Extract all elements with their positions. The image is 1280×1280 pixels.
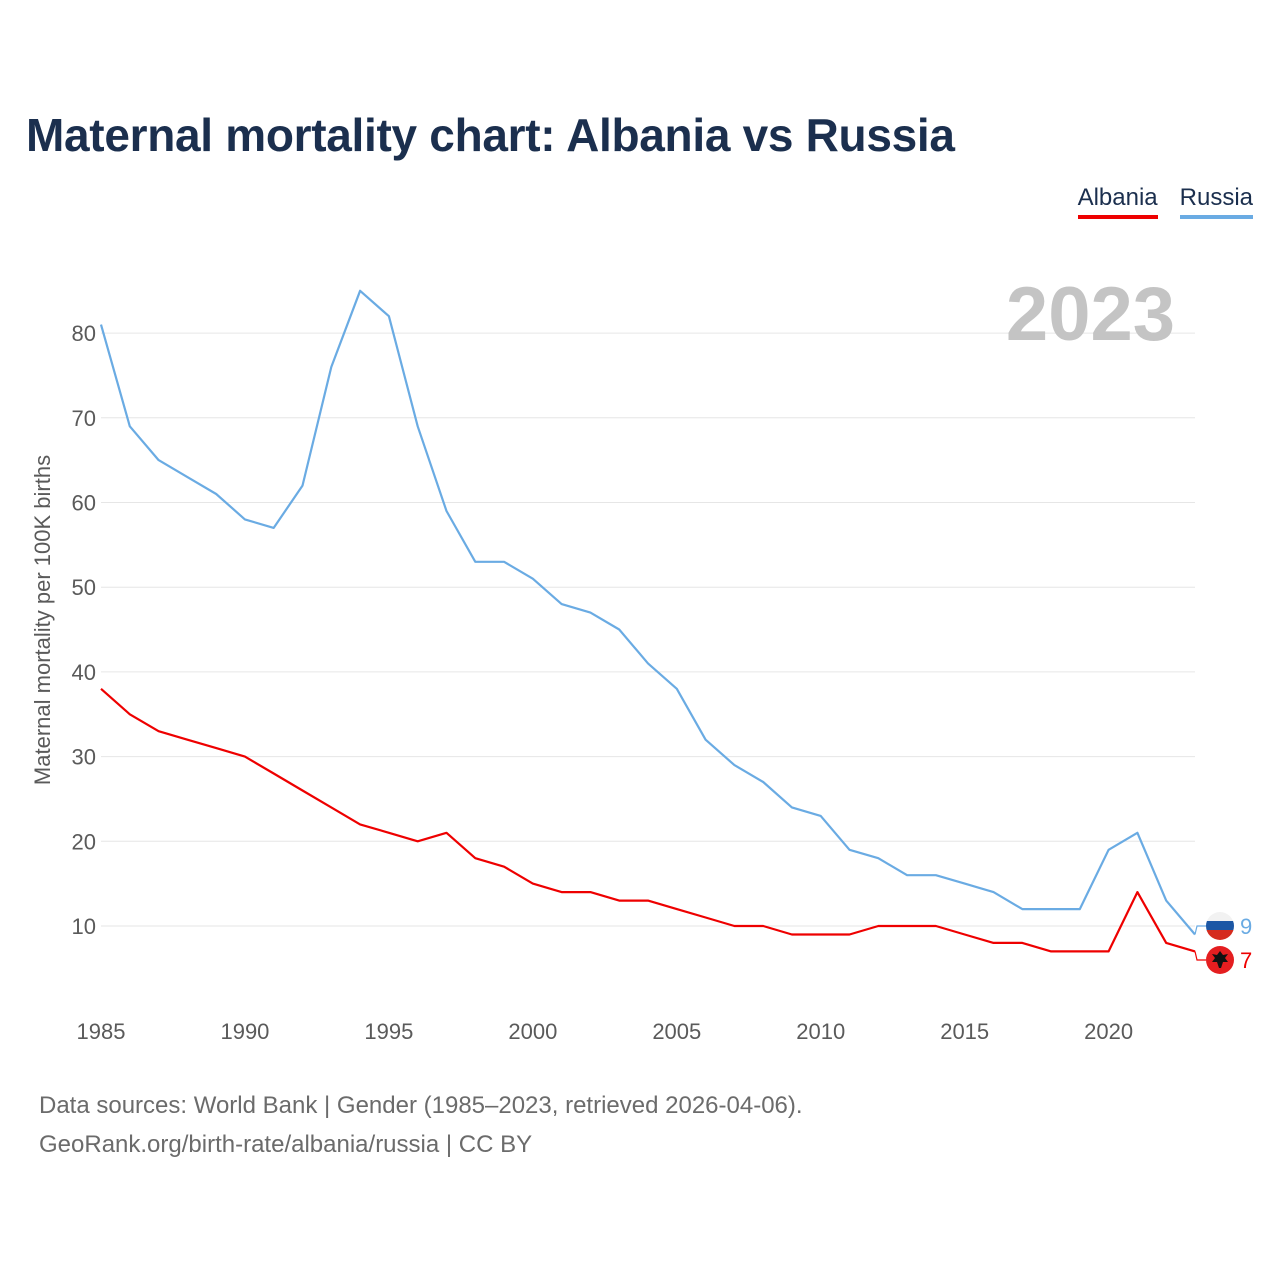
albania-flag-icon [1206, 946, 1234, 974]
end-labels: 79 [1194, 914, 1252, 973]
y-tick-label: 70 [72, 406, 96, 431]
gridlines [101, 332, 1195, 927]
x-tick-label: 2010 [796, 1019, 845, 1044]
footer: Data sources: World Bank | Gender (1985–… [39, 1086, 803, 1164]
russia-flag-icon [1206, 912, 1234, 940]
y-tick-label: 60 [72, 491, 96, 516]
series-lines [99, 289, 1196, 953]
y-axis-label: Maternal mortality per 100K births [30, 455, 55, 785]
series-line-russia [99, 289, 1196, 936]
end-label-albania: 7 [1240, 948, 1252, 973]
legend-item-albania[interactable]: Albania [1077, 184, 1158, 219]
x-tick-label: 1990 [220, 1019, 269, 1044]
year-watermark: 2023 [1006, 272, 1175, 357]
end-leader-albania [1194, 951, 1206, 961]
y-tick-label: 50 [72, 575, 96, 600]
y-tick-label: 20 [72, 829, 96, 854]
x-tick-label: 1995 [364, 1019, 413, 1044]
chart-title: Maternal mortality chart: Albania vs Rus… [26, 109, 955, 161]
legend-item-russia[interactable]: Russia [1179, 184, 1253, 219]
x-axis-ticks: 1985 1990 1995 2000 2005 2010 2015 2020 [77, 1019, 1134, 1044]
footer-link: GeoRank.org/birth-rate/albania/russia | … [39, 1131, 533, 1158]
end-leader-russia [1194, 925, 1206, 935]
end-label-russia: 9 [1240, 914, 1252, 939]
x-tick-label: 2015 [940, 1019, 989, 1044]
x-tick-label: 2020 [1084, 1019, 1133, 1044]
legend: Albania Russia [1077, 184, 1253, 219]
footer-sources: Data sources: World Bank | Gender (1985–… [39, 1092, 803, 1119]
y-tick-label: 40 [72, 660, 96, 685]
y-tick-label: 30 [72, 745, 96, 770]
y-tick-label: 10 [72, 914, 96, 939]
series-line-albania [100, 687, 1196, 953]
x-tick-label: 2005 [652, 1019, 701, 1044]
x-tick-label: 1985 [77, 1019, 126, 1044]
line-chart: 2023 10 20 30 40 50 60 70 80 1985 1990 1995 2000 20… [30, 272, 1252, 1044]
y-axis-ticks: 10 20 30 40 50 60 70 80 [72, 321, 96, 939]
y-tick-label: 80 [72, 321, 96, 346]
x-tick-label: 2000 [508, 1019, 557, 1044]
